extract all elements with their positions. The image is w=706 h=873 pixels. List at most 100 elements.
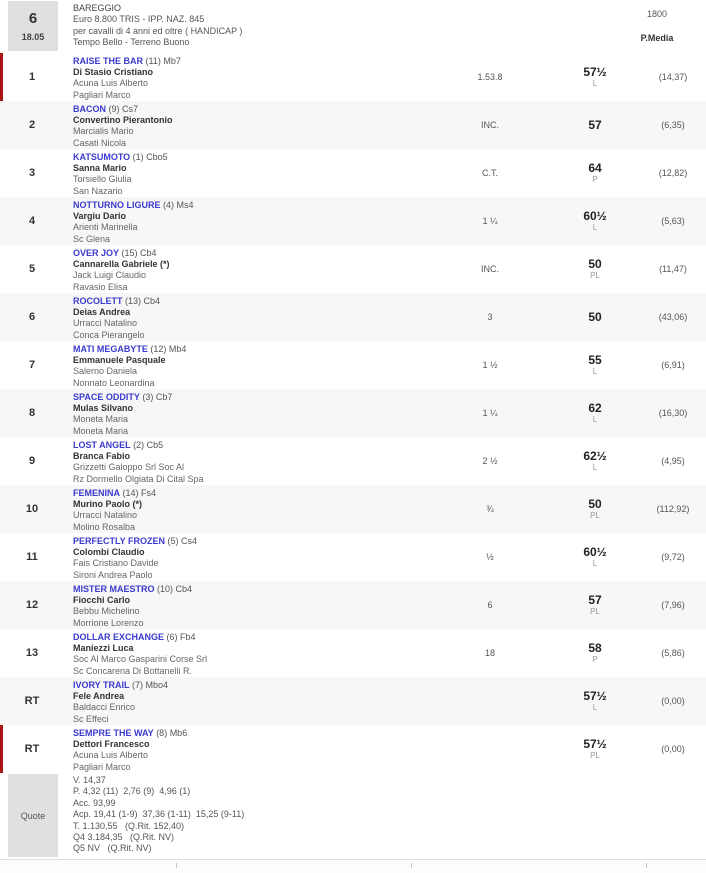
weight-value: 60½	[583, 544, 607, 559]
horse-name-line: DOLLAR EXCHANGE (6) Fb4	[73, 632, 430, 643]
quote-label: Quote	[20, 810, 46, 821]
position-label: 13	[25, 647, 39, 659]
odds-value: (7,96)	[661, 600, 685, 610]
time-or-gap-value: 6	[487, 600, 493, 610]
odds-value: (12,82)	[658, 168, 688, 178]
weight-cell: 50	[550, 293, 640, 341]
horse-name-line: FEMENINA (14) Fs4	[73, 488, 430, 499]
owner-name: Ravasio Elisa	[73, 281, 128, 292]
position-label: 7	[28, 359, 36, 371]
horse-details: RAISE THE BAR (11) Mb7 Di Stasio Cristian…	[64, 53, 430, 101]
horse-details: MISTER MAESTRO (10) Cb4 Fiocchi Carlo Bebb…	[64, 581, 430, 629]
owner-name: Casati Nicola	[73, 137, 127, 148]
odds-value: (9,72)	[661, 552, 685, 562]
trainer-name: Marcialis Mario	[73, 126, 134, 137]
driver-name: Dettori Francesco	[73, 739, 150, 750]
quote-lines: V. 14,37 P. 4,32 (11) 2,76 (9) 4,96 (1) Ac…	[64, 773, 706, 859]
time-or-gap-value: 3	[487, 312, 493, 322]
owner-name: Conca Pierangelo	[73, 329, 145, 340]
weight-value: 57½	[583, 688, 607, 703]
time-or-gap-value: 1 ¼	[482, 216, 498, 226]
horse-name-line: KATSUMOTO (1) Cbo5	[73, 152, 430, 163]
driver-name: Sanna Mario	[73, 163, 127, 174]
pmedia-column-label: P.Media	[640, 33, 674, 43]
horse-name-link[interactable]: LOST ANGEL	[73, 440, 131, 450]
driver-name: Emmanuele Pasquale	[73, 355, 166, 366]
horse-info: (12) Mb4	[147, 344, 187, 354]
horse-name-line: SPACE ODDITY (3) Cb7	[73, 392, 430, 403]
weight-flag: L	[592, 702, 598, 712]
trainer-name: Torsiello Giulia	[73, 174, 132, 185]
horse-info: (2) Cb5	[130, 440, 164, 450]
horse-info: (3) Cb7	[139, 392, 173, 402]
result-row: 5 OVER JOY (15) Cb4 Cannarella Gabriele (*…	[0, 245, 706, 293]
horse-name-line: IVORY TRAIL (7) Mbo4	[73, 680, 430, 691]
horse-name-link[interactable]: PERFECTLY FROZEN	[73, 536, 166, 546]
quote-label-cell: Quote	[0, 773, 64, 859]
driver-name: Di Stasio Cristiano	[73, 67, 154, 78]
horse-name-line: ROCOLETT (13) Cb4	[73, 296, 430, 307]
position-label: 6	[28, 311, 36, 323]
horse-name-link[interactable]: MATI MEGABYTE	[73, 344, 148, 354]
odds-value: (0,00)	[661, 696, 685, 706]
horse-name-link[interactable]: ROCOLETT	[73, 296, 123, 306]
horse-info: (8) Mb6	[153, 728, 188, 738]
horse-info: (14) Fs4	[120, 488, 157, 498]
race-track-conditions: Tempo Bello - Terreno Buono	[73, 36, 190, 47]
weight-cell: 55 L	[550, 341, 640, 389]
result-row: 3 KATSUMOTO (1) Cbo5 Sanna Mario Torsiello …	[0, 149, 706, 197]
horse-name-link[interactable]: OVER JOY	[73, 248, 120, 258]
weight-value: 50	[588, 496, 602, 511]
horse-name-link[interactable]: FEMENINA	[73, 488, 120, 498]
position-label: RT	[24, 695, 40, 707]
driver-name: Fiocchi Carlo	[73, 595, 131, 606]
trainer-name: Jack Luigi Claudio	[73, 270, 147, 281]
driver-name: Cannarella Gabriele (*)	[73, 259, 170, 270]
trainer-name: Moneta Maria	[73, 414, 129, 425]
horse-name-link[interactable]: SEMPRE THE WAY	[73, 728, 154, 738]
horse-info: (4) Ms4	[160, 200, 194, 210]
horse-info: (1) Cbo5	[130, 152, 168, 162]
time-or-gap-value: 1 ½	[482, 360, 498, 370]
weight-cell: 58 P	[550, 629, 640, 677]
horse-name-link[interactable]: SPACE ODDITY	[73, 392, 140, 402]
horse-name-link[interactable]: RAISE THE BAR	[73, 56, 144, 66]
weight-cell: 57½ L	[550, 677, 640, 725]
position-label: 1	[28, 71, 36, 83]
horse-details: IVORY TRAIL (7) Mbo4 Fele Andrea Baldacci …	[64, 677, 430, 725]
result-row: 6 ROCOLETT (13) Cb4 Deias Andrea Urracci Na…	[0, 293, 706, 341]
horse-name-link[interactable]: KATSUMOTO	[73, 152, 131, 162]
quote-line: Q5 NV (Q.Rit. NV)	[73, 843, 152, 854]
footer-ruler	[0, 859, 706, 873]
position-label: 11	[26, 551, 38, 563]
horse-name-link[interactable]: DOLLAR EXCHANGE	[73, 632, 165, 642]
horse-name-link[interactable]: BACON	[73, 104, 106, 114]
result-row: 9 LOST ANGEL (2) Cb5 Branca Fabio Grizzetti…	[0, 437, 706, 485]
owner-name: Pagliari Marco	[73, 761, 131, 772]
time-or-gap-value: 1.53.8	[477, 72, 503, 82]
weight-flag: L	[592, 558, 598, 568]
weight-value: 62½	[583, 448, 607, 463]
ruler-tick	[176, 863, 177, 868]
weight-flag: PL	[590, 510, 600, 520]
horse-name-link[interactable]: NOTTURNO LIGURE	[73, 200, 161, 210]
owner-name: Sc Concarena Di Bottanelli R.	[73, 665, 193, 676]
quote-label-box: Quote	[8, 774, 58, 857]
horse-name-link[interactable]: IVORY TRAIL	[73, 680, 130, 690]
driver-name: Branca Fabio	[73, 451, 131, 462]
driver-name: Fele Andrea	[73, 691, 125, 702]
quote-line: Acc. 93,99	[73, 797, 116, 808]
trainer-name: Urracci Natalino	[73, 510, 138, 521]
weight-value: 58	[588, 640, 602, 655]
position-label: 12	[25, 599, 39, 611]
race-title: BAREGGIO	[73, 3, 122, 13]
race-header: 6 18.05 BAREGGIO Euro 8.800 TRIS - IPP. …	[0, 0, 706, 53]
race-conditions: per cavalli di 4 anni ed oltre ( HANDICA…	[73, 25, 243, 36]
weight-cell: 50 PL	[550, 485, 640, 533]
weight-value: 57	[588, 117, 602, 132]
horse-name-line: BACON (9) Cs7	[73, 104, 430, 115]
horse-details: ROCOLETT (13) Cb4 Deias Andrea Urracci Nat…	[64, 293, 430, 341]
horse-name-link[interactable]: MISTER MAESTRO	[73, 584, 155, 594]
time-or-gap-value: 2 ½	[482, 456, 498, 466]
time-or-gap-value: 1 ¼	[482, 408, 498, 418]
